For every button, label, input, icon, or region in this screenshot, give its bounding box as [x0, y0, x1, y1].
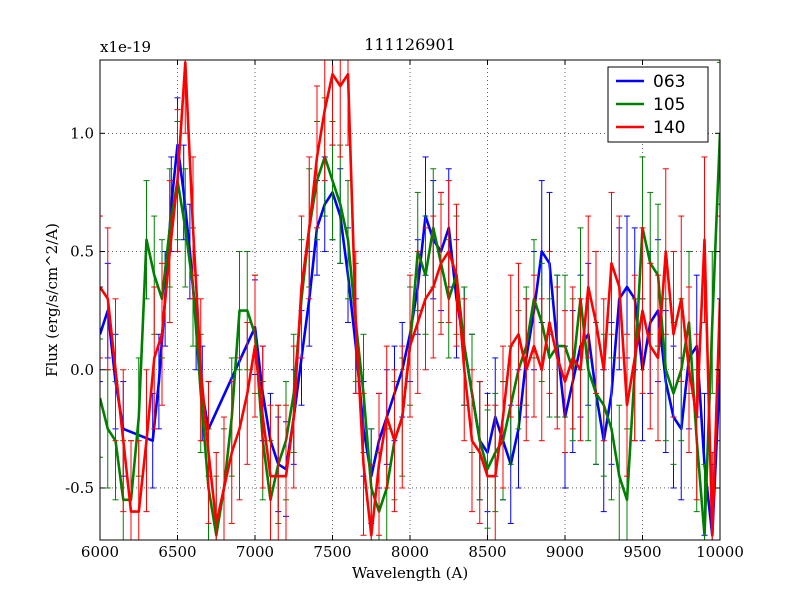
- legend: 063 105 140: [607, 66, 709, 143]
- x-axis-label: Wavelength (A): [352, 564, 468, 582]
- series-layer: [100, 60, 720, 540]
- legend-label-105: 105: [653, 95, 685, 115]
- x-tick-label: 6000: [81, 543, 119, 561]
- chart-title: 111126901: [364, 35, 456, 54]
- y-axis-label: Flux (erg/s/cm^2/A): [43, 223, 61, 377]
- x-tick-label: 9500: [623, 543, 661, 561]
- x-tick-label: 7500: [313, 543, 351, 561]
- series-line-140: [100, 61, 720, 537]
- legend-label-140: 140: [653, 118, 685, 138]
- x-tick-label: 9000: [546, 543, 584, 561]
- y-scale-label: x1e-19: [100, 38, 151, 56]
- y-tick-label: 1.0: [70, 124, 94, 142]
- y-tick-label: 0.0: [70, 361, 94, 379]
- x-tick-label: 8000: [391, 543, 429, 561]
- x-tick-label: 7000: [236, 543, 274, 561]
- x-tick-label: 10000: [696, 543, 744, 561]
- y-tick-label: 0.5: [70, 243, 94, 261]
- x-tick-label: 8500: [468, 543, 506, 561]
- x-tick-label: 6500: [158, 543, 196, 561]
- axis-ticks: 6000 6500 7000 7500 8000 8500 9000 9500 10000 -0.…: [65, 60, 744, 561]
- y-tick-label: -0.5: [65, 479, 94, 497]
- series-140: [100, 60, 720, 540]
- legend-label-063: 063: [653, 72, 685, 92]
